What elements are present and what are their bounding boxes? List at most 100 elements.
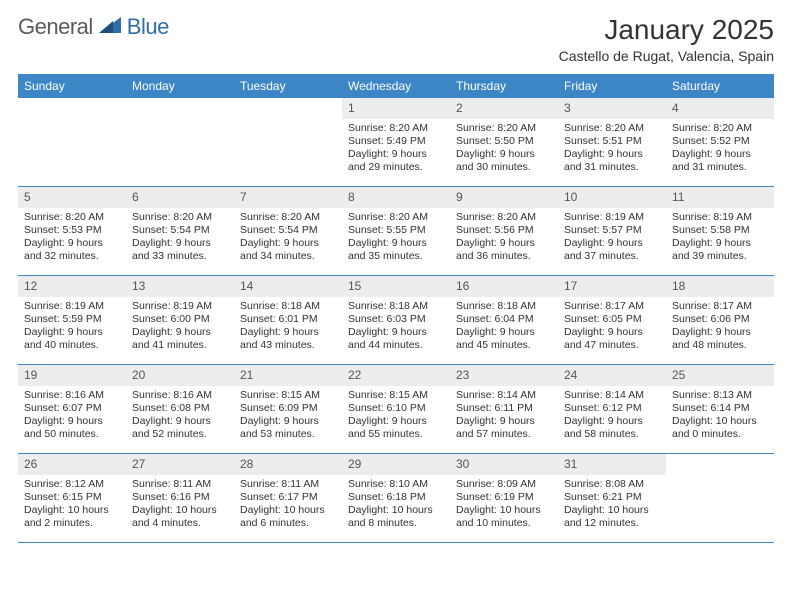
day-number: 8 bbox=[342, 187, 450, 208]
day-number: 23 bbox=[450, 365, 558, 386]
day-cell: 26Sunrise: 8:12 AMSunset: 6:15 PMDayligh… bbox=[18, 454, 126, 542]
day-number: 29 bbox=[342, 454, 450, 475]
sunset-line: Sunset: 6:08 PM bbox=[132, 402, 228, 415]
day-body: Sunrise: 8:19 AMSunset: 5:58 PMDaylight:… bbox=[666, 208, 774, 268]
day-number: 20 bbox=[126, 365, 234, 386]
day-body: Sunrise: 8:10 AMSunset: 6:18 PMDaylight:… bbox=[342, 475, 450, 535]
daylight-line: Daylight: 9 hours and 48 minutes. bbox=[672, 326, 768, 352]
day-cell: 7Sunrise: 8:20 AMSunset: 5:54 PMDaylight… bbox=[234, 187, 342, 275]
day-cell: 2Sunrise: 8:20 AMSunset: 5:50 PMDaylight… bbox=[450, 98, 558, 186]
sunrise-line: Sunrise: 8:19 AM bbox=[132, 300, 228, 313]
day-cell: 18Sunrise: 8:17 AMSunset: 6:06 PMDayligh… bbox=[666, 276, 774, 364]
sunrise-line: Sunrise: 8:16 AM bbox=[132, 389, 228, 402]
logo-triangle-icon bbox=[99, 15, 125, 40]
daylight-line: Daylight: 9 hours and 35 minutes. bbox=[348, 237, 444, 263]
weekday-cell: Friday bbox=[558, 74, 666, 98]
sunset-line: Sunset: 5:58 PM bbox=[672, 224, 768, 237]
week-row: 5Sunrise: 8:20 AMSunset: 5:53 PMDaylight… bbox=[18, 187, 774, 276]
sunrise-line: Sunrise: 8:08 AM bbox=[564, 478, 660, 491]
sunset-line: Sunset: 6:00 PM bbox=[132, 313, 228, 326]
day-number: 6 bbox=[126, 187, 234, 208]
sunset-line: Sunset: 6:14 PM bbox=[672, 402, 768, 415]
sunrise-line: Sunrise: 8:20 AM bbox=[240, 211, 336, 224]
daylight-line: Daylight: 10 hours and 12 minutes. bbox=[564, 504, 660, 530]
daylight-line: Daylight: 9 hours and 32 minutes. bbox=[24, 237, 120, 263]
day-number: 14 bbox=[234, 276, 342, 297]
day-cell: 15Sunrise: 8:18 AMSunset: 6:03 PMDayligh… bbox=[342, 276, 450, 364]
day-cell: 17Sunrise: 8:17 AMSunset: 6:05 PMDayligh… bbox=[558, 276, 666, 364]
day-cell: 27Sunrise: 8:11 AMSunset: 6:16 PMDayligh… bbox=[126, 454, 234, 542]
day-number bbox=[18, 98, 126, 118]
sunset-line: Sunset: 5:51 PM bbox=[564, 135, 660, 148]
day-body: Sunrise: 8:15 AMSunset: 6:09 PMDaylight:… bbox=[234, 386, 342, 446]
sunset-line: Sunset: 5:59 PM bbox=[24, 313, 120, 326]
sunrise-line: Sunrise: 8:18 AM bbox=[240, 300, 336, 313]
day-cell: 30Sunrise: 8:09 AMSunset: 6:19 PMDayligh… bbox=[450, 454, 558, 542]
day-cell: 23Sunrise: 8:14 AMSunset: 6:11 PMDayligh… bbox=[450, 365, 558, 453]
day-cell: 20Sunrise: 8:16 AMSunset: 6:08 PMDayligh… bbox=[126, 365, 234, 453]
sunset-line: Sunset: 6:15 PM bbox=[24, 491, 120, 504]
daylight-line: Daylight: 9 hours and 45 minutes. bbox=[456, 326, 552, 352]
day-cell: 8Sunrise: 8:20 AMSunset: 5:55 PMDaylight… bbox=[342, 187, 450, 275]
day-number: 7 bbox=[234, 187, 342, 208]
day-number: 13 bbox=[126, 276, 234, 297]
sunset-line: Sunset: 6:01 PM bbox=[240, 313, 336, 326]
daylight-line: Daylight: 9 hours and 43 minutes. bbox=[240, 326, 336, 352]
day-cell: 14 Sunrise: 8:18 AMSunset: 6:01 PMDayligh… bbox=[234, 276, 342, 364]
day-body: Sunrise: 8:15 AMSunset: 6:10 PMDaylight:… bbox=[342, 386, 450, 446]
sunrise-line: Sunrise: 8:17 AM bbox=[672, 300, 768, 313]
daylight-line: Daylight: 10 hours and 10 minutes. bbox=[456, 504, 552, 530]
day-body: Sunrise: 8:11 AMSunset: 6:17 PMDaylight:… bbox=[234, 475, 342, 535]
day-number: 9 bbox=[450, 187, 558, 208]
day-number: 27 bbox=[126, 454, 234, 475]
sunset-line: Sunset: 6:10 PM bbox=[348, 402, 444, 415]
sunset-line: Sunset: 5:55 PM bbox=[348, 224, 444, 237]
title-block: January 2025 Castello de Rugat, Valencia… bbox=[559, 14, 774, 64]
daylight-line: Daylight: 10 hours and 0 minutes. bbox=[672, 415, 768, 441]
day-body: Sunrise: 8:20 AMSunset: 5:49 PMDaylight:… bbox=[342, 119, 450, 179]
sunset-line: Sunset: 6:17 PM bbox=[240, 491, 336, 504]
daylight-line: Daylight: 9 hours and 50 minutes. bbox=[24, 415, 120, 441]
day-body: Sunrise: 8:19 AMSunset: 5:57 PMDaylight:… bbox=[558, 208, 666, 268]
sunset-line: Sunset: 5:49 PM bbox=[348, 135, 444, 148]
daylight-line: Daylight: 9 hours and 31 minutes. bbox=[564, 148, 660, 174]
day-body: Sunrise: 8:12 AMSunset: 6:15 PMDaylight:… bbox=[18, 475, 126, 535]
sunrise-line: Sunrise: 8:17 AM bbox=[564, 300, 660, 313]
sunrise-line: Sunrise: 8:11 AM bbox=[132, 478, 228, 491]
day-number: 15 bbox=[342, 276, 450, 297]
day-cell: 29Sunrise: 8:10 AMSunset: 6:18 PMDayligh… bbox=[342, 454, 450, 542]
weekday-cell: Sunday bbox=[18, 74, 126, 98]
daylight-line: Daylight: 9 hours and 33 minutes. bbox=[132, 237, 228, 263]
daylight-line: Daylight: 9 hours and 57 minutes. bbox=[456, 415, 552, 441]
day-body: Sunrise: 8:20 AMSunset: 5:51 PMDaylight:… bbox=[558, 119, 666, 179]
day-number: 3 bbox=[558, 98, 666, 119]
day-cell: 11Sunrise: 8:19 AMSunset: 5:58 PMDayligh… bbox=[666, 187, 774, 275]
day-cell: 19Sunrise: 8:16 AMSunset: 6:07 PMDayligh… bbox=[18, 365, 126, 453]
sunrise-line: Sunrise: 8:14 AM bbox=[564, 389, 660, 402]
day-number: 28 bbox=[234, 454, 342, 475]
day-body: Sunrise: 8:14 AMSunset: 6:11 PMDaylight:… bbox=[450, 386, 558, 446]
weekday-cell: Thursday bbox=[450, 74, 558, 98]
daylight-line: Daylight: 9 hours and 36 minutes. bbox=[456, 237, 552, 263]
daylight-line: Daylight: 10 hours and 6 minutes. bbox=[240, 504, 336, 530]
daylight-line: Daylight: 9 hours and 47 minutes. bbox=[564, 326, 660, 352]
weekday-cell: Saturday bbox=[666, 74, 774, 98]
day-body: Sunrise: 8:13 AMSunset: 6:14 PMDaylight:… bbox=[666, 386, 774, 446]
logo-text-blue: Blue bbox=[127, 14, 169, 40]
day-cell: 16Sunrise: 8:18 AMSunset: 6:04 PMDayligh… bbox=[450, 276, 558, 364]
daylight-line: Daylight: 9 hours and 31 minutes. bbox=[672, 148, 768, 174]
sunset-line: Sunset: 6:19 PM bbox=[456, 491, 552, 504]
daylight-line: Daylight: 9 hours and 30 minutes. bbox=[456, 148, 552, 174]
empty-day-cell bbox=[234, 98, 342, 186]
daylight-line: Daylight: 9 hours and 40 minutes. bbox=[24, 326, 120, 352]
daylight-line: Daylight: 9 hours and 58 minutes. bbox=[564, 415, 660, 441]
sunrise-line: Sunrise: 8:09 AM bbox=[456, 478, 552, 491]
sunset-line: Sunset: 5:52 PM bbox=[672, 135, 768, 148]
day-cell: 6Sunrise: 8:20 AMSunset: 5:54 PMDaylight… bbox=[126, 187, 234, 275]
weekday-cell: Monday bbox=[126, 74, 234, 98]
logo-text-general: General bbox=[18, 14, 93, 40]
sunset-line: Sunset: 5:50 PM bbox=[456, 135, 552, 148]
empty-day-cell bbox=[126, 98, 234, 186]
day-body: Sunrise: 8:20 AMSunset: 5:54 PMDaylight:… bbox=[126, 208, 234, 268]
day-number: 24 bbox=[558, 365, 666, 386]
